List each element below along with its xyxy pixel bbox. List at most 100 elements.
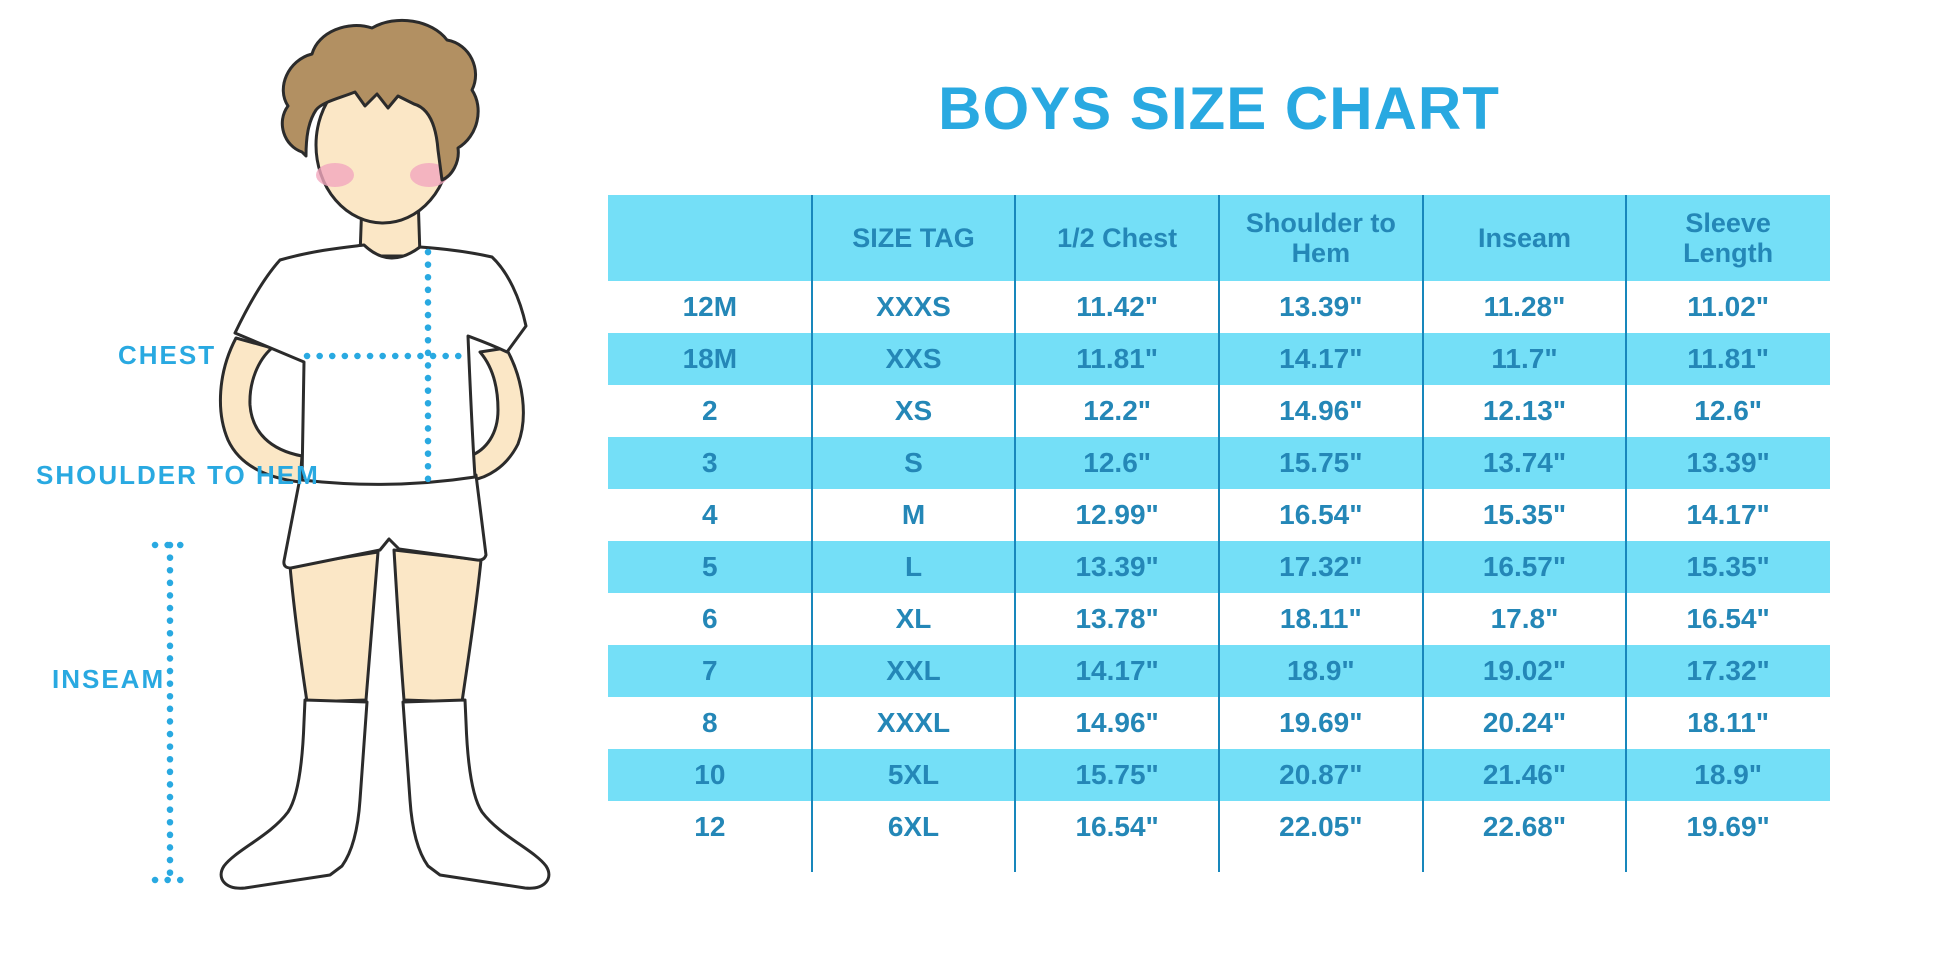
table-cell: 15.35" bbox=[1482, 499, 1567, 531]
right-blush bbox=[410, 163, 448, 187]
table-cell: 17.32" bbox=[1279, 551, 1363, 583]
table-cell: 16.54" bbox=[1279, 499, 1363, 531]
table-cell: 22.05" bbox=[1279, 811, 1363, 843]
left-sock bbox=[219, 698, 369, 890]
shorts bbox=[282, 473, 488, 570]
table-cell: 22.68" bbox=[1482, 811, 1567, 843]
table-cell: 19.69" bbox=[1279, 707, 1363, 739]
left-blush bbox=[316, 163, 354, 187]
table-cell: 7 bbox=[702, 655, 718, 687]
table-cell: 12.13" bbox=[1482, 395, 1567, 427]
table-cell: 12.6" bbox=[1083, 447, 1152, 479]
table-cell: XXXS bbox=[876, 291, 951, 323]
size-chart-table: SIZE TAG 1/2 Chest Shoulder to Hem Inseam Sl… bbox=[608, 195, 1830, 872]
table-cell: 12.2" bbox=[1083, 395, 1152, 427]
table-cell: 12.6" bbox=[1694, 395, 1763, 427]
table-cell: 17.8" bbox=[1490, 603, 1559, 635]
table-row: 2 XS 12.2" 14.96" 12.13" 12.6" bbox=[608, 385, 1830, 437]
table-cell: 14.17" bbox=[1686, 499, 1770, 531]
table-cell: XS bbox=[894, 395, 933, 427]
table-cell: 11.42" bbox=[1076, 291, 1159, 323]
table-cell: 14.17" bbox=[1075, 655, 1159, 687]
table-cell: 19.69" bbox=[1686, 811, 1770, 843]
t-shirt bbox=[233, 243, 528, 486]
column-divider bbox=[1014, 195, 1017, 872]
right-sock bbox=[401, 698, 551, 890]
right-leg bbox=[392, 548, 483, 704]
table-cell: 15.75" bbox=[1279, 447, 1363, 479]
table-cell: M bbox=[901, 499, 926, 531]
table-cell: 11.81" bbox=[1687, 343, 1770, 375]
table-cell: 13.78" bbox=[1075, 603, 1159, 635]
table-cell: 18.11" bbox=[1279, 603, 1362, 635]
table-cell: 19.02" bbox=[1482, 655, 1567, 687]
table-cell: 18.9" bbox=[1694, 759, 1763, 791]
table-cell: 4 bbox=[702, 499, 718, 531]
table-cell: 8 bbox=[702, 707, 718, 739]
table-cell: 11.81" bbox=[1076, 343, 1159, 375]
table-row: 4 M 12.99" 16.54" 15.35" 14.17" bbox=[608, 489, 1830, 541]
table-cell: 11.02" bbox=[1687, 291, 1770, 323]
page-title: BOYS SIZE CHART bbox=[938, 75, 1500, 143]
table-cell: 5 bbox=[702, 551, 718, 583]
table-cell: S bbox=[904, 447, 923, 479]
table-cell: 20.24" bbox=[1482, 707, 1567, 739]
hair bbox=[280, 18, 480, 182]
column-divider bbox=[1625, 195, 1628, 872]
column-divider bbox=[1421, 195, 1424, 872]
column-header: SIZE TAG bbox=[852, 222, 975, 253]
table-cell: 12 bbox=[694, 811, 726, 843]
table-cell: 13.39" bbox=[1075, 551, 1159, 583]
table-cell: 16.54" bbox=[1075, 811, 1159, 843]
right-arm bbox=[468, 346, 525, 482]
table-row: 6 XL 13.78" 18.11" 17.8" 16.54" bbox=[608, 593, 1830, 645]
table-cell: XL bbox=[895, 603, 932, 635]
table-cell: 15.75" bbox=[1075, 759, 1159, 791]
column-header: 1/2 Chest bbox=[1057, 222, 1178, 253]
table-cell: XXXL bbox=[876, 707, 951, 739]
table-cell: 2 bbox=[702, 395, 718, 427]
inseam-label: INSEAM bbox=[52, 664, 166, 694]
table-row: 12M XXXS 11.42" 13.39" 11.28" 11.02" bbox=[608, 281, 1830, 333]
table-cell: XXS bbox=[885, 343, 942, 375]
column-divider bbox=[810, 195, 813, 872]
table-cell: 6XL bbox=[887, 811, 940, 843]
table-cell: 16.57" bbox=[1482, 551, 1567, 583]
table-cell: 20.87" bbox=[1279, 759, 1363, 791]
table-cell: 18.11" bbox=[1687, 707, 1770, 739]
table-cell: 14.96" bbox=[1279, 395, 1363, 427]
table-row: 12 6XL 16.54" 22.05" 22.68" 19.69" bbox=[608, 801, 1830, 853]
table-cell: 10 bbox=[694, 759, 726, 791]
table-cell: 21.46" bbox=[1482, 759, 1567, 791]
column-header: Sleeve Length bbox=[1683, 207, 1774, 268]
table-cell: 18.9" bbox=[1286, 655, 1355, 687]
table-cell: 12M bbox=[682, 291, 738, 323]
table-cell: 3 bbox=[702, 447, 718, 479]
table-cell: 18M bbox=[682, 343, 738, 375]
table-cell: 6 bbox=[702, 603, 718, 635]
table-cell: L bbox=[904, 551, 923, 583]
table-cell: 12.99" bbox=[1075, 499, 1159, 531]
boy-measurement-illustration bbox=[151, 18, 551, 890]
table-cell: 11.7" bbox=[1491, 343, 1558, 375]
table-cell: 14.17" bbox=[1279, 343, 1363, 375]
table-cell: 5XL bbox=[887, 759, 940, 791]
table-cell: 13.74" bbox=[1482, 447, 1567, 479]
table-cell: 16.54" bbox=[1686, 603, 1770, 635]
left-leg bbox=[288, 550, 380, 704]
table-cell: 15.35" bbox=[1686, 551, 1770, 583]
table-row: 8 XXXL 14.96" 19.69" 20.24" 18.11" bbox=[608, 697, 1830, 749]
table-cell: XXL bbox=[886, 655, 941, 687]
column-divider bbox=[1218, 195, 1220, 872]
table-cell: 13.39" bbox=[1279, 291, 1363, 323]
column-header: Inseam bbox=[1477, 222, 1572, 253]
shoulder-to-hem-label: SHOULDER TO HEM bbox=[36, 460, 320, 490]
table-cell: 11.28" bbox=[1483, 291, 1566, 323]
table-cell: 13.39" bbox=[1686, 447, 1770, 479]
column-header: Shoulder to Hem bbox=[1245, 207, 1396, 268]
column-header bbox=[608, 195, 812, 281]
chest-label: CHEST bbox=[118, 340, 217, 370]
table-cell: 14.96" bbox=[1075, 707, 1159, 739]
table-cell: 17.32" bbox=[1686, 655, 1770, 687]
